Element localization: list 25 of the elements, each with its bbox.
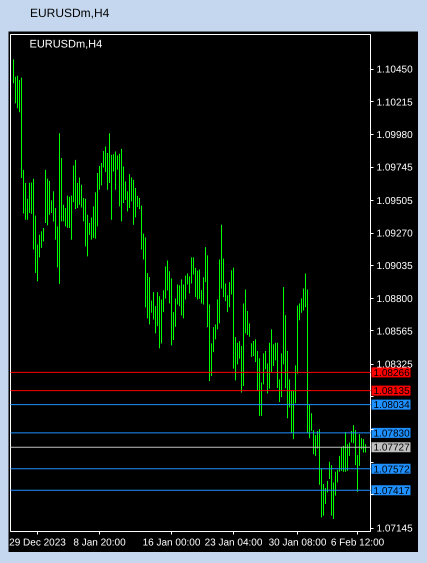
y-tick-label: 1.10450 (376, 64, 414, 76)
chart-title: EURUSDm,H4 (30, 38, 102, 50)
ref-line-label: 1.08135 (374, 386, 410, 398)
y-tick-label: 1.10215 (376, 97, 414, 108)
x-tick-label: 30 Jan 08:00 (268, 538, 327, 548)
ref-line-label: 1.07727 (374, 442, 410, 454)
ref-line-label: 1.08034 (374, 400, 410, 412)
ref-line-label: 1.07572 (374, 464, 410, 476)
x-tick-label: 16 Jan 00:00 (142, 538, 201, 548)
x-tick-label: 29 Dec 2023 (9, 538, 66, 548)
y-tick-label: 1.09745 (376, 162, 414, 174)
ref-line-label: 1.07417 (374, 486, 410, 497)
x-tick-label: 8 Jan 20:00 (73, 538, 126, 548)
y-tick-label: 1.08565 (376, 326, 414, 338)
y-tick-label: 1.09980 (376, 130, 414, 141)
x-tick-label: 23 Jan 04:00 (204, 538, 263, 548)
x-tick-label: 6 Feb 12:00 (330, 538, 385, 548)
text: EURUSDm,H4 (30, 5, 110, 22)
y-tick-label: 1.09035 (376, 261, 414, 272)
ref-line-label: 1.08266 (374, 368, 410, 379)
ref-line-label: 1.07830 (374, 428, 410, 440)
y-tick-label: 1.09270 (376, 228, 414, 240)
y-tick-label: 1.08800 (376, 294, 414, 305)
y-tick-label: 1.07145 (376, 524, 414, 535)
y-tick-label: 1.09505 (376, 196, 414, 207)
